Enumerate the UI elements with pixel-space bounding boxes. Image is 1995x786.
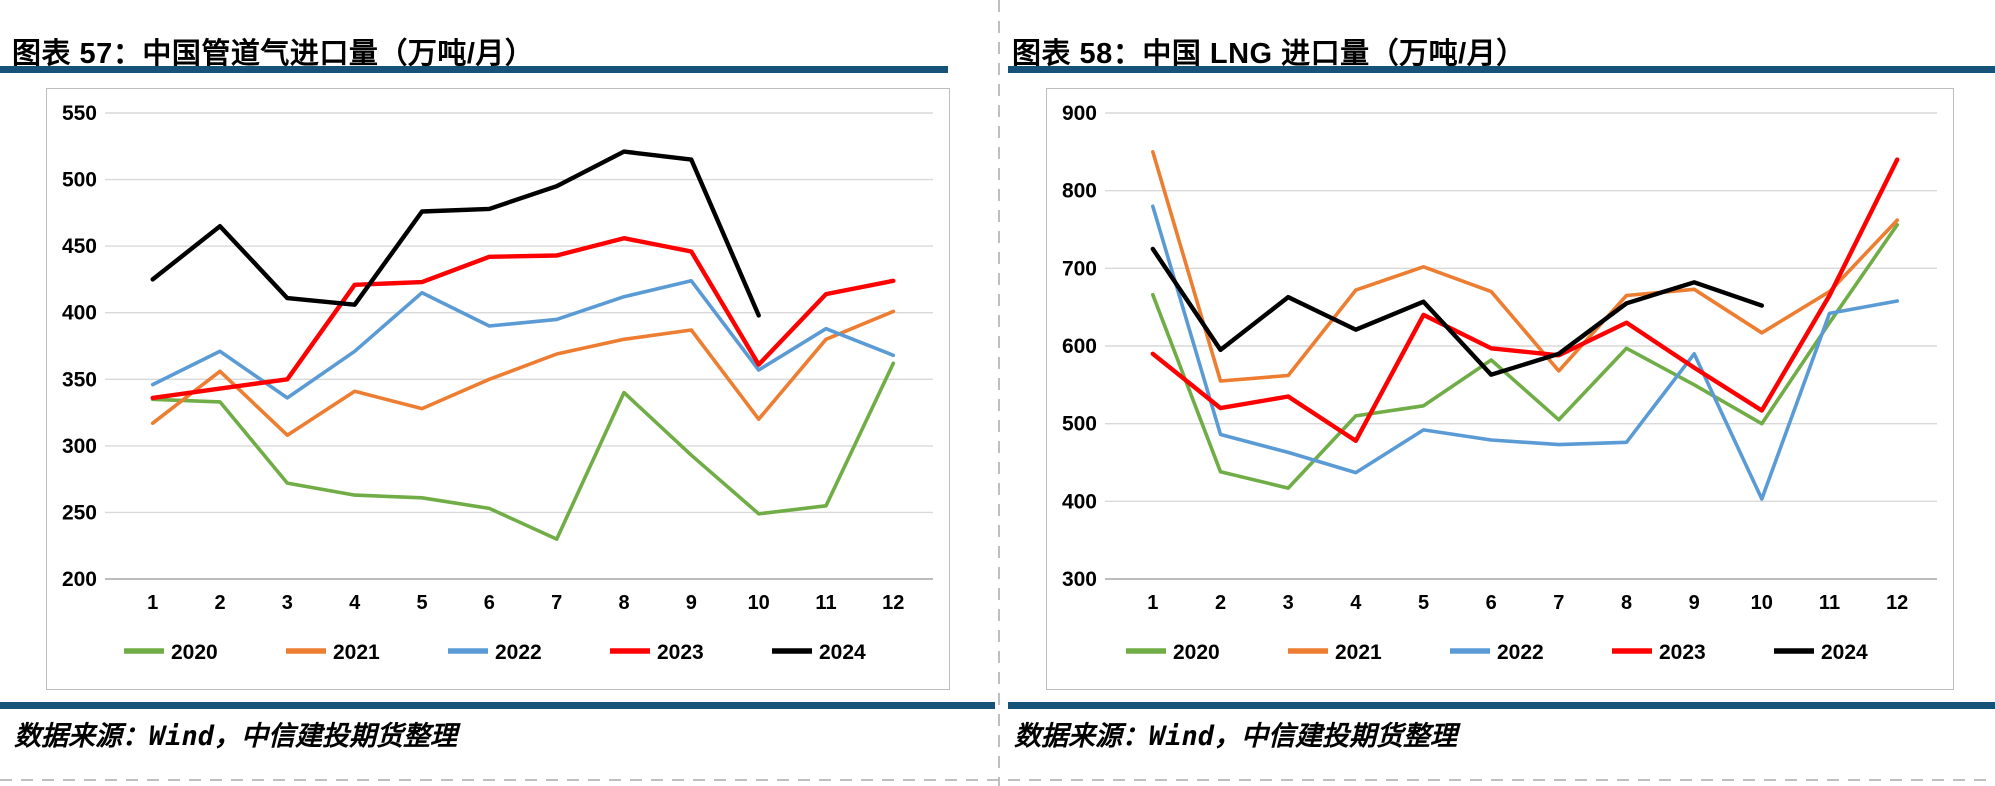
svg-text:2: 2 bbox=[1215, 592, 1226, 614]
svg-text:300: 300 bbox=[1062, 568, 1097, 591]
svg-text:700: 700 bbox=[1062, 257, 1097, 280]
svg-text:400: 400 bbox=[62, 302, 97, 325]
svg-text:2020: 2020 bbox=[1173, 641, 1220, 664]
svg-text:450: 450 bbox=[62, 235, 97, 258]
panel-lng: 图表 58：中国 LNG 进口量（万吨/月） 300 400 500 600 700 80… bbox=[1000, 0, 1995, 786]
chart-title-58: 图表 58：中国 LNG 进口量（万吨/月） bbox=[1012, 38, 1526, 71]
svg-text:11: 11 bbox=[815, 592, 836, 614]
svg-text:600: 600 bbox=[1062, 335, 1097, 358]
source-note-left: 数据来源：Wind，中信建投期货整理 bbox=[14, 721, 458, 752]
svg-text:2023: 2023 bbox=[657, 641, 704, 664]
svg-text:8: 8 bbox=[618, 592, 629, 614]
svg-text:5: 5 bbox=[416, 592, 427, 614]
chart-title-57: 图表 57：中国管道气进口量（万吨/月） bbox=[12, 38, 535, 71]
svg-text:3: 3 bbox=[282, 592, 293, 614]
svg-text:4: 4 bbox=[1350, 592, 1362, 614]
source-note-right: 数据来源：Wind，中信建投期货整理 bbox=[1014, 721, 1458, 752]
panel-divider-dashed bbox=[998, 0, 1000, 786]
svg-text:3: 3 bbox=[1283, 592, 1294, 614]
title-rule-right bbox=[1008, 66, 1995, 73]
bottom-divider-dashed bbox=[0, 779, 1995, 781]
svg-text:6: 6 bbox=[484, 592, 495, 614]
svg-text:12: 12 bbox=[1886, 592, 1908, 614]
svg-text:11: 11 bbox=[1819, 592, 1840, 614]
svg-text:8: 8 bbox=[1621, 592, 1632, 614]
svg-text:2: 2 bbox=[214, 592, 225, 614]
svg-text:4: 4 bbox=[349, 592, 361, 614]
title-rule-left bbox=[0, 66, 948, 73]
svg-text:500: 500 bbox=[1062, 413, 1097, 436]
svg-text:550: 550 bbox=[62, 102, 97, 125]
svg-text:500: 500 bbox=[62, 169, 97, 192]
svg-text:10: 10 bbox=[748, 592, 770, 614]
svg-text:2020: 2020 bbox=[171, 641, 218, 664]
svg-text:2022: 2022 bbox=[1497, 641, 1544, 664]
svg-text:10: 10 bbox=[1751, 592, 1773, 614]
svg-text:9: 9 bbox=[1689, 592, 1700, 614]
svg-text:7: 7 bbox=[1553, 592, 1564, 614]
svg-text:2022: 2022 bbox=[495, 641, 542, 664]
svg-text:1: 1 bbox=[147, 592, 158, 614]
svg-text:900: 900 bbox=[1062, 102, 1097, 125]
svg-text:5: 5 bbox=[1418, 592, 1429, 614]
footer-rule-left bbox=[0, 702, 995, 709]
svg-text:2021: 2021 bbox=[333, 641, 380, 664]
svg-text:1: 1 bbox=[1147, 592, 1158, 614]
svg-text:250: 250 bbox=[62, 501, 97, 524]
panel-pipeline-gas: 图表 57：中国管道气进口量（万吨/月） 200 250 300 350 400 450 5… bbox=[0, 38, 995, 752]
svg-text:800: 800 bbox=[1062, 180, 1097, 203]
svg-text:2024: 2024 bbox=[1821, 641, 1868, 664]
svg-text:12: 12 bbox=[882, 592, 904, 614]
svg-text:2024: 2024 bbox=[819, 641, 866, 664]
svg-text:2021: 2021 bbox=[1335, 641, 1382, 664]
svg-text:300: 300 bbox=[62, 435, 97, 458]
svg-text:2023: 2023 bbox=[1659, 641, 1706, 664]
svg-text:9: 9 bbox=[686, 592, 697, 614]
svg-text:400: 400 bbox=[1062, 490, 1097, 513]
svg-text:7: 7 bbox=[551, 592, 562, 614]
svg-text:350: 350 bbox=[62, 368, 97, 391]
svg-text:200: 200 bbox=[62, 568, 97, 591]
pipeline-chart-box: 200 250 300 350 400 450 500 550 1 2 3 4 5 6 7 8 9 10 11 12 2… bbox=[46, 88, 950, 690]
footer-rule-right bbox=[1008, 702, 1995, 709]
lng-chart-box: 300 400 500 600 700 800 900 1 2 3 4 5 6 7 8 9 10 11 12 2020… bbox=[1046, 88, 1954, 690]
svg-text:6: 6 bbox=[1486, 592, 1497, 614]
